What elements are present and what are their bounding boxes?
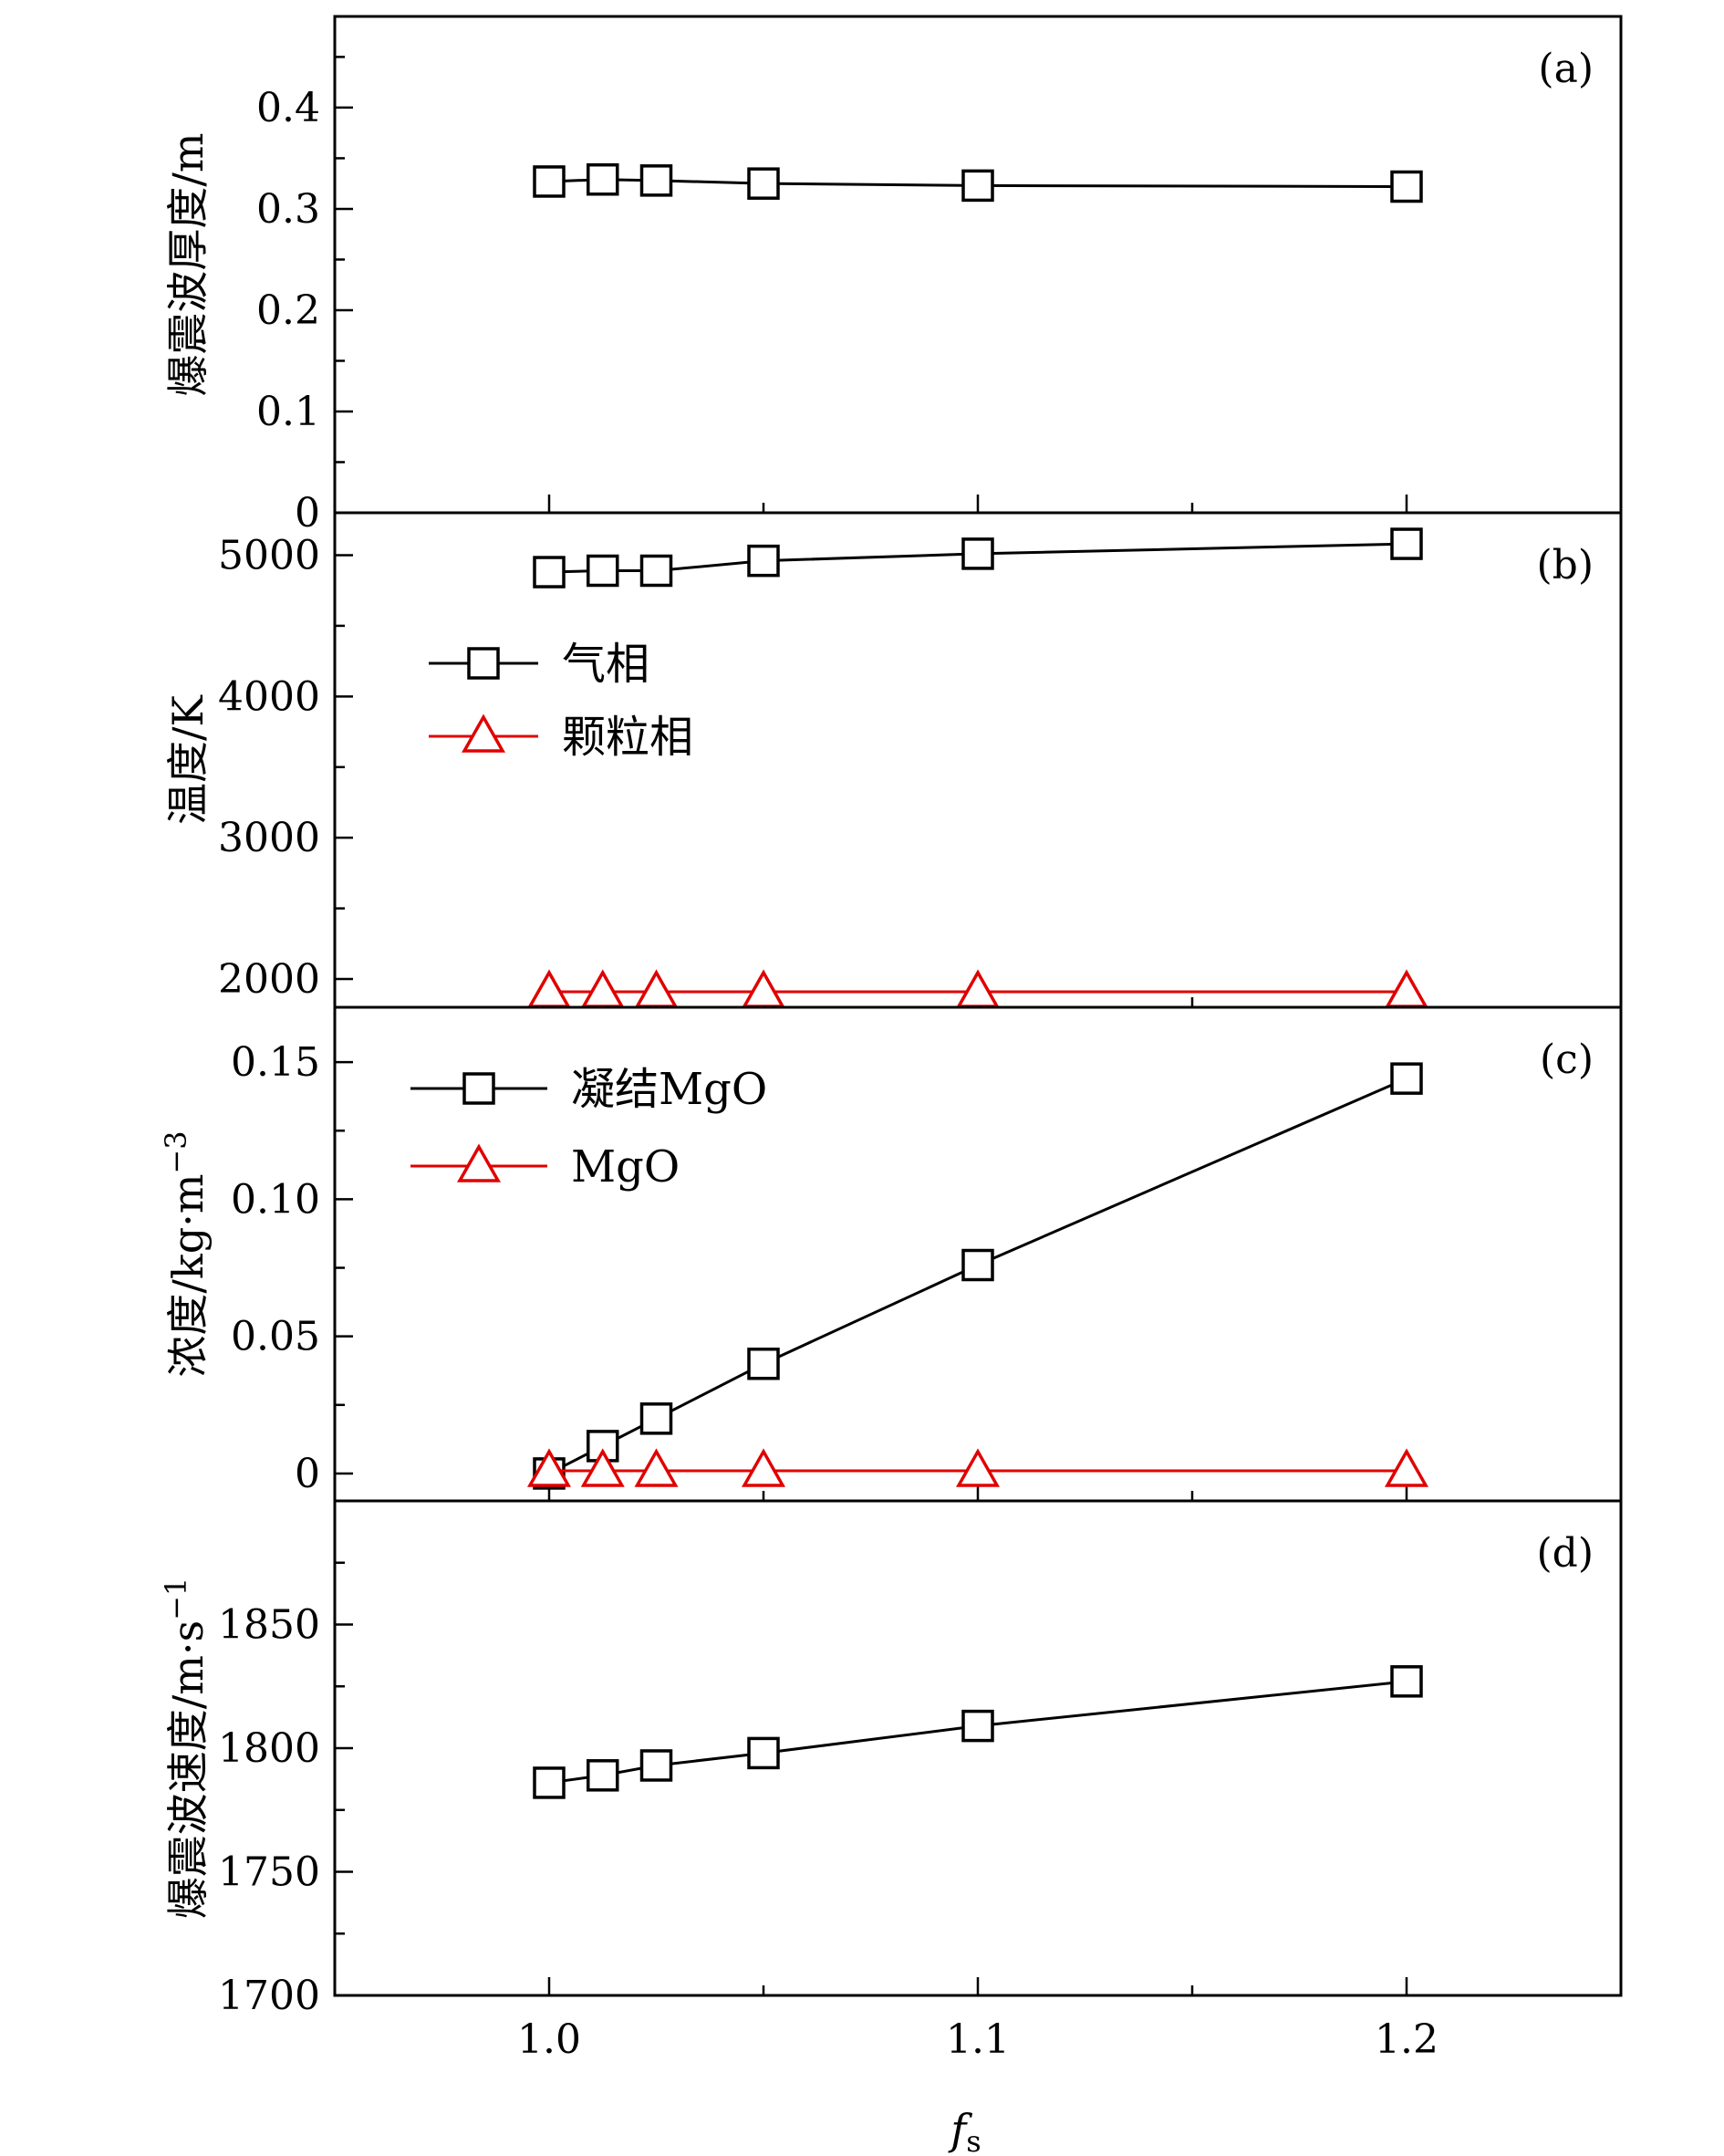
data-point [639,1402,673,1435]
y-tick-label: 0.1 [256,389,320,435]
panel-label: (a) [1538,46,1594,92]
y-axis-title-main: 爆震波厚度/m [163,132,213,396]
y-axis-title-sup: −3 [159,1130,193,1173]
series-2 [526,969,1429,1008]
data-point [747,1347,780,1380]
y-axis-title-sup: −1 [159,1578,193,1620]
data-point [961,169,994,203]
y-tick-label: 0 [295,1451,320,1497]
data-point [1390,527,1423,560]
y-tick-label: 3000 [218,815,320,861]
data-point [526,1448,572,1487]
panel-label: (c) [1540,1036,1594,1083]
series-1 [533,1665,1423,1799]
y-tick-label: 0.2 [256,287,320,334]
y-tick-label: 0.4 [256,85,320,131]
y-tick-label: 0.10 [231,1176,320,1223]
x-tick-label: 1.2 [1375,2016,1438,2063]
y-tick-label: 0.15 [231,1039,320,1086]
data-point [1390,1665,1423,1698]
x-axis-title-sub: s [966,2124,981,2156]
legend: 凝结MgO MgO [410,1064,767,1193]
data-point [580,1448,625,1487]
data-point [1384,1448,1429,1487]
data-point [587,1759,619,1792]
y-axis-title: 浓度/kg·m−3 [159,1130,213,1377]
y-tick-label: 4000 [218,673,320,720]
data-point [961,1248,994,1282]
y-tick-label: 1700 [218,1973,320,2019]
legend-marker [456,1143,502,1182]
legend-label: MgO [571,1141,680,1193]
data-point [747,167,780,200]
y-tick-label: 0 [295,490,320,536]
data-point [634,969,679,1008]
y-axis-title: 爆震波速度/m·s−1 [159,1578,213,1920]
x-tick-label: 1.1 [946,2016,1010,2063]
data-point [587,554,619,588]
data-point [955,1448,1001,1487]
panel-label: (b) [1537,542,1594,588]
y-axis-title: 爆震波厚度/m [163,132,213,396]
y-axis-title-main: 浓度/kg·m [163,1174,213,1378]
data-point [533,1766,566,1799]
x-tick-label: 1.0 [517,2016,581,2063]
series-1 [533,162,1423,203]
legend-marker [462,1072,495,1105]
data-point [1390,1062,1423,1095]
series-1 [533,1062,1423,1490]
legend-marker [467,647,500,680]
y-tick-label: 5000 [218,532,320,578]
data-point [639,554,673,588]
chart-panel-3: 0 0.05 0.10 0.15 浓度/kg·m−3 (c) 凝结MgO MgO [159,1005,1623,1503]
data-point [961,537,994,570]
y-axis-title-main: 温度/K [163,693,213,824]
y-tick-label: 0.3 [256,186,320,233]
y-tick-label: 2000 [218,956,320,1003]
y-tick-label: 1750 [218,1849,320,1896]
data-point [587,162,619,196]
chart-panel-1: 0 0.1 0.2 0.3 0.4 爆震波厚度/m (a) [163,15,1623,536]
y-tick-label: 0.05 [231,1314,320,1360]
panel-frame [333,511,1623,1009]
panel-label: (d) [1537,1530,1594,1577]
data-point [961,1709,994,1743]
data-point [587,1430,619,1463]
data-point [741,1448,786,1487]
series-1 [533,527,1423,588]
panel-frame [333,1499,1623,1997]
data-point [741,969,786,1008]
y-axis-title-main: 爆震波速度/m·s [163,1620,213,1919]
legend-marker [461,713,506,753]
panel-frame [333,15,1623,515]
series-2 [526,1448,1429,1487]
y-tick-label: 1850 [218,1602,320,1649]
legend-label: 颗粒相 [562,712,693,763]
y-tick-label: 1800 [218,1725,320,1772]
data-point [639,1749,673,1782]
legend-label: 气相 [562,639,649,690]
data-point [955,969,1001,1008]
data-point [1384,969,1429,1008]
y-axis-title: 温度/K [163,693,213,824]
data-point [1390,170,1423,203]
data-point [526,969,572,1008]
data-point [533,556,566,588]
data-point [747,544,780,578]
data-point [747,1736,780,1770]
data-point [533,165,566,198]
data-point [639,164,673,197]
data-point [580,969,625,1008]
legend-label: 凝结MgO [571,1064,767,1115]
x-axis-title: fs [948,2105,981,2156]
x-tick-labels: 1.0 1.1 1.2 [517,2016,1438,2063]
data-point [634,1448,679,1487]
